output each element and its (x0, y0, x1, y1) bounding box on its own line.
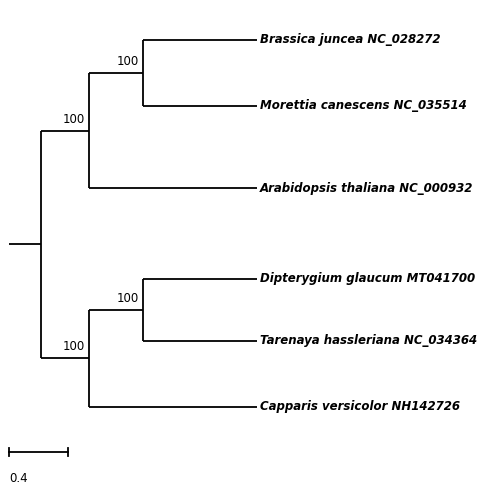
Text: 100: 100 (117, 55, 139, 68)
Text: 100: 100 (117, 292, 139, 305)
Text: Arabidopsis thaliana NC_000932: Arabidopsis thaliana NC_000932 (260, 182, 473, 194)
Text: Capparis versicolor NH142726: Capparis versicolor NH142726 (260, 400, 460, 413)
Text: Tarenaya hassleriana NC_034364: Tarenaya hassleriana NC_034364 (260, 334, 477, 347)
Text: Dipterygium glaucum MT041700: Dipterygium glaucum MT041700 (260, 272, 475, 285)
Text: 100: 100 (63, 340, 86, 353)
Text: 0.4: 0.4 (9, 472, 28, 486)
Text: 100: 100 (63, 112, 86, 126)
Text: Morettia canescens NC_035514: Morettia canescens NC_035514 (260, 100, 467, 112)
Text: Brassica juncea NC_028272: Brassica juncea NC_028272 (260, 34, 441, 46)
